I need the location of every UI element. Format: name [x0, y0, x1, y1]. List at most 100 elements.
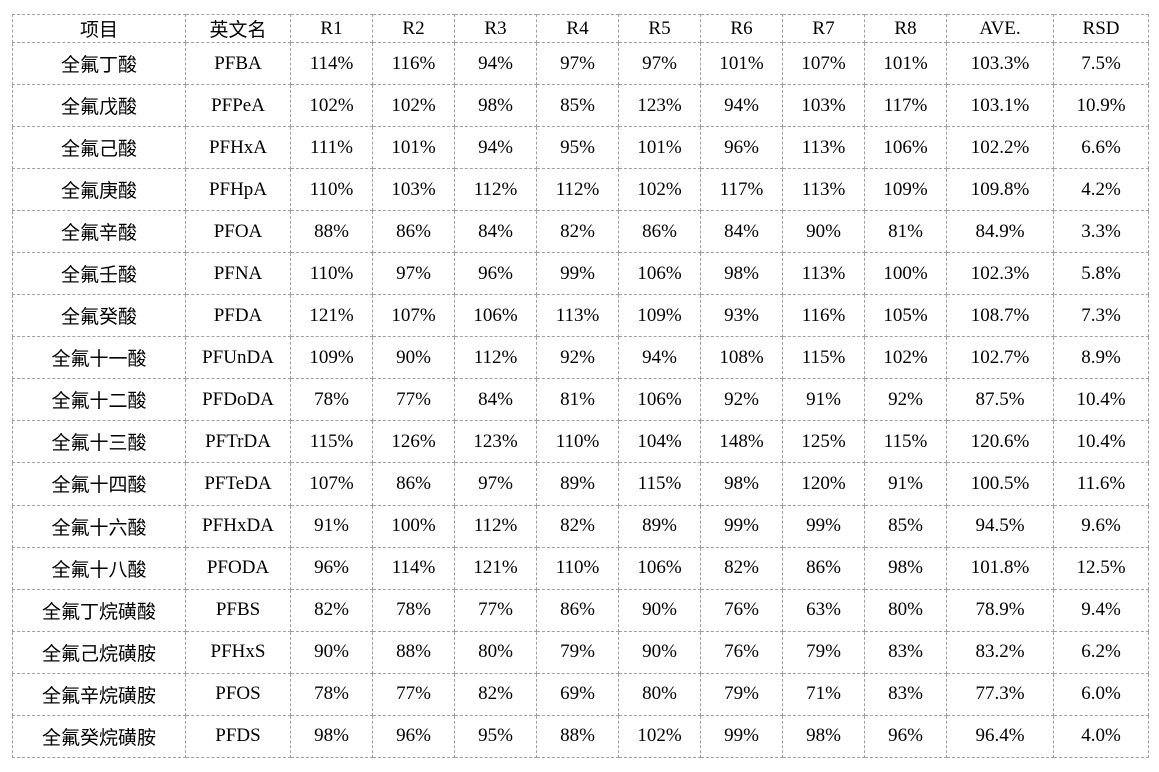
value-cell: 78% [290, 378, 373, 422]
table-row: 全氟戊酸 PFPeA 102% 102% 98% 85% 123% 94% 103% 117% 10… [12, 84, 1149, 128]
value-cell: 11.6% [1053, 462, 1149, 506]
column-header: R3 [454, 14, 537, 43]
value-cell: 7.3% [1053, 294, 1149, 338]
value-cell: 77% [372, 672, 455, 716]
value-cell: 86% [372, 462, 455, 506]
value-cell: 88% [536, 714, 619, 759]
value-cell: 63% [782, 588, 865, 632]
table-row: 全氟己烷磺胺 PFHxS 90% 88% 80% 79% 90% 76% 79% 83% 83.2%… [12, 630, 1149, 674]
value-cell: 111% [290, 126, 373, 170]
value-cell: 121% [290, 294, 373, 338]
item-name-cell: 全氟辛烷磺胺 [12, 672, 186, 716]
value-cell: 100.5% [946, 462, 1054, 506]
value-cell: 106% [618, 546, 701, 590]
item-name-cell: 全氟庚酸 [12, 168, 186, 212]
value-cell: 104% [618, 420, 701, 464]
value-cell: 102% [618, 168, 701, 212]
value-cell: 71% [782, 672, 865, 716]
item-name-cell: 全氟十八酸 [12, 546, 186, 590]
item-name-cell: 全氟己酸 [12, 126, 186, 170]
table-row: 全氟十六酸 PFHxDA 91% 100% 112% 82% 89% 99% 99% 85% 94.… [12, 504, 1149, 548]
column-header: R4 [536, 14, 619, 43]
value-cell: 12.5% [1053, 546, 1149, 590]
value-cell: 85% [536, 84, 619, 128]
value-cell: 107% [290, 462, 373, 506]
value-cell: 94% [454, 41, 537, 86]
value-cell: 86% [372, 210, 455, 254]
value-cell: 106% [618, 252, 701, 296]
column-header: R2 [372, 14, 455, 43]
value-cell: 114% [372, 546, 455, 590]
value-cell: 116% [372, 41, 455, 86]
column-header: R6 [700, 14, 783, 43]
english-name-cell: PFHxA [185, 126, 291, 170]
value-cell: 6.0% [1053, 672, 1149, 716]
value-cell: 82% [290, 588, 373, 632]
value-cell: 112% [454, 504, 537, 548]
value-cell: 101% [700, 41, 783, 86]
value-cell: 97% [618, 41, 701, 86]
value-cell: 100% [864, 252, 947, 296]
value-cell: 80% [454, 630, 537, 674]
value-cell: 102% [864, 336, 947, 380]
value-cell: 94.5% [946, 504, 1054, 548]
value-cell: 90% [782, 210, 865, 254]
english-name-cell: PFDA [185, 294, 291, 338]
column-header: R1 [290, 14, 373, 43]
table-row: 全氟壬酸 PFNA 110% 97% 96% 99% 106% 98% 113% 100% 102.… [12, 252, 1149, 296]
english-name-cell: PFPeA [185, 84, 291, 128]
column-header: R5 [618, 14, 701, 43]
value-cell: 6.6% [1053, 126, 1149, 170]
value-cell: 83% [864, 672, 947, 716]
value-cell: 76% [700, 630, 783, 674]
value-cell: 8.9% [1053, 336, 1149, 380]
value-cell: 5.8% [1053, 252, 1149, 296]
value-cell: 88% [290, 210, 373, 254]
item-name-cell: 全氟戊酸 [12, 84, 186, 128]
value-cell: 110% [290, 252, 373, 296]
value-cell: 83.2% [946, 630, 1054, 674]
value-cell: 102% [372, 84, 455, 128]
table-row: 全氟辛烷磺胺 PFOS 78% 77% 82% 69% 80% 79% 71% 83% 77.3% 6… [12, 672, 1149, 716]
value-cell: 9.6% [1053, 504, 1149, 548]
value-cell: 96% [454, 252, 537, 296]
value-cell: 98% [290, 714, 373, 759]
value-cell: 91% [782, 378, 865, 422]
value-cell: 109% [290, 336, 373, 380]
value-cell: 84% [700, 210, 783, 254]
english-name-cell: PFTrDA [185, 420, 291, 464]
value-cell: 109% [864, 168, 947, 212]
value-cell: 115% [290, 420, 373, 464]
table-header: 项目 英文名 R1 R2 R3 R4 R5 R6 R7 R8 AVE. RSD [12, 14, 1149, 43]
value-cell: 91% [864, 462, 947, 506]
column-header: AVE. [946, 14, 1054, 43]
english-name-cell: PFOS [185, 672, 291, 716]
value-cell: 113% [782, 126, 865, 170]
value-cell: 98% [700, 462, 783, 506]
table-row: 全氟丁烷磺酸 PFBS 82% 78% 77% 86% 90% 76% 63% 80% 78.9% 9… [12, 588, 1149, 632]
value-cell: 99% [700, 714, 783, 759]
value-cell: 96% [700, 126, 783, 170]
value-cell: 108.7% [946, 294, 1054, 338]
value-cell: 102.7% [946, 336, 1054, 380]
value-cell: 115% [782, 336, 865, 380]
value-cell: 109% [618, 294, 701, 338]
value-cell: 112% [454, 336, 537, 380]
value-cell: 94% [618, 336, 701, 380]
english-name-cell: PFUnDA [185, 336, 291, 380]
table-row: 全氟十一酸 PFUnDA 109% 90% 112% 92% 94% 108% 115% 102%… [12, 336, 1149, 380]
value-cell: 106% [864, 126, 947, 170]
value-cell: 78% [372, 588, 455, 632]
column-header: R8 [864, 14, 947, 43]
value-cell: 95% [536, 126, 619, 170]
value-cell: 96% [290, 546, 373, 590]
value-cell: 116% [782, 294, 865, 338]
item-name-cell: 全氟十一酸 [12, 336, 186, 380]
value-cell: 76% [700, 588, 783, 632]
value-cell: 82% [700, 546, 783, 590]
value-cell: 98% [454, 84, 537, 128]
value-cell: 114% [290, 41, 373, 86]
value-cell: 82% [536, 210, 619, 254]
english-name-cell: PFHxDA [185, 504, 291, 548]
recovery-rate-table: 项目 英文名 R1 R2 R3 R4 R5 R6 R7 R8 AVE. RSD 全氟丁酸 PFBA 114… [12, 14, 1149, 759]
